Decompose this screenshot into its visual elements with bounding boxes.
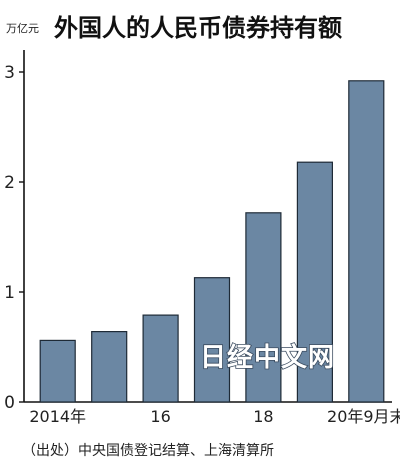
y-unit-label: 万亿元 [6,22,39,35]
bar [348,80,385,403]
x-tick-label: 16 [150,407,170,426]
chart-title: 外国人的人民币债券持有额 [54,14,342,42]
bar [91,331,128,403]
bars-group [39,80,385,403]
source-note: （出处）中央国债登记结算、上海清算所 [22,443,274,459]
watermark: 日经中文网 [200,342,335,373]
bar [296,161,333,403]
bar [39,339,76,403]
y-tick-label: 3 [4,63,15,83]
bar [193,277,231,403]
y-tick-label: 2 [4,173,15,193]
x-tick-label: 2014年 [29,407,86,426]
bar [142,314,179,403]
y-tick-label: 1 [4,283,15,303]
y-tick-label: 0 [4,393,15,413]
x-tick-label: 20年9月末 [327,407,400,426]
bar [245,212,282,403]
x-axis-labels: 2014年 16 18 20年9月末 [29,407,400,426]
x-tick-label: 18 [253,407,273,426]
